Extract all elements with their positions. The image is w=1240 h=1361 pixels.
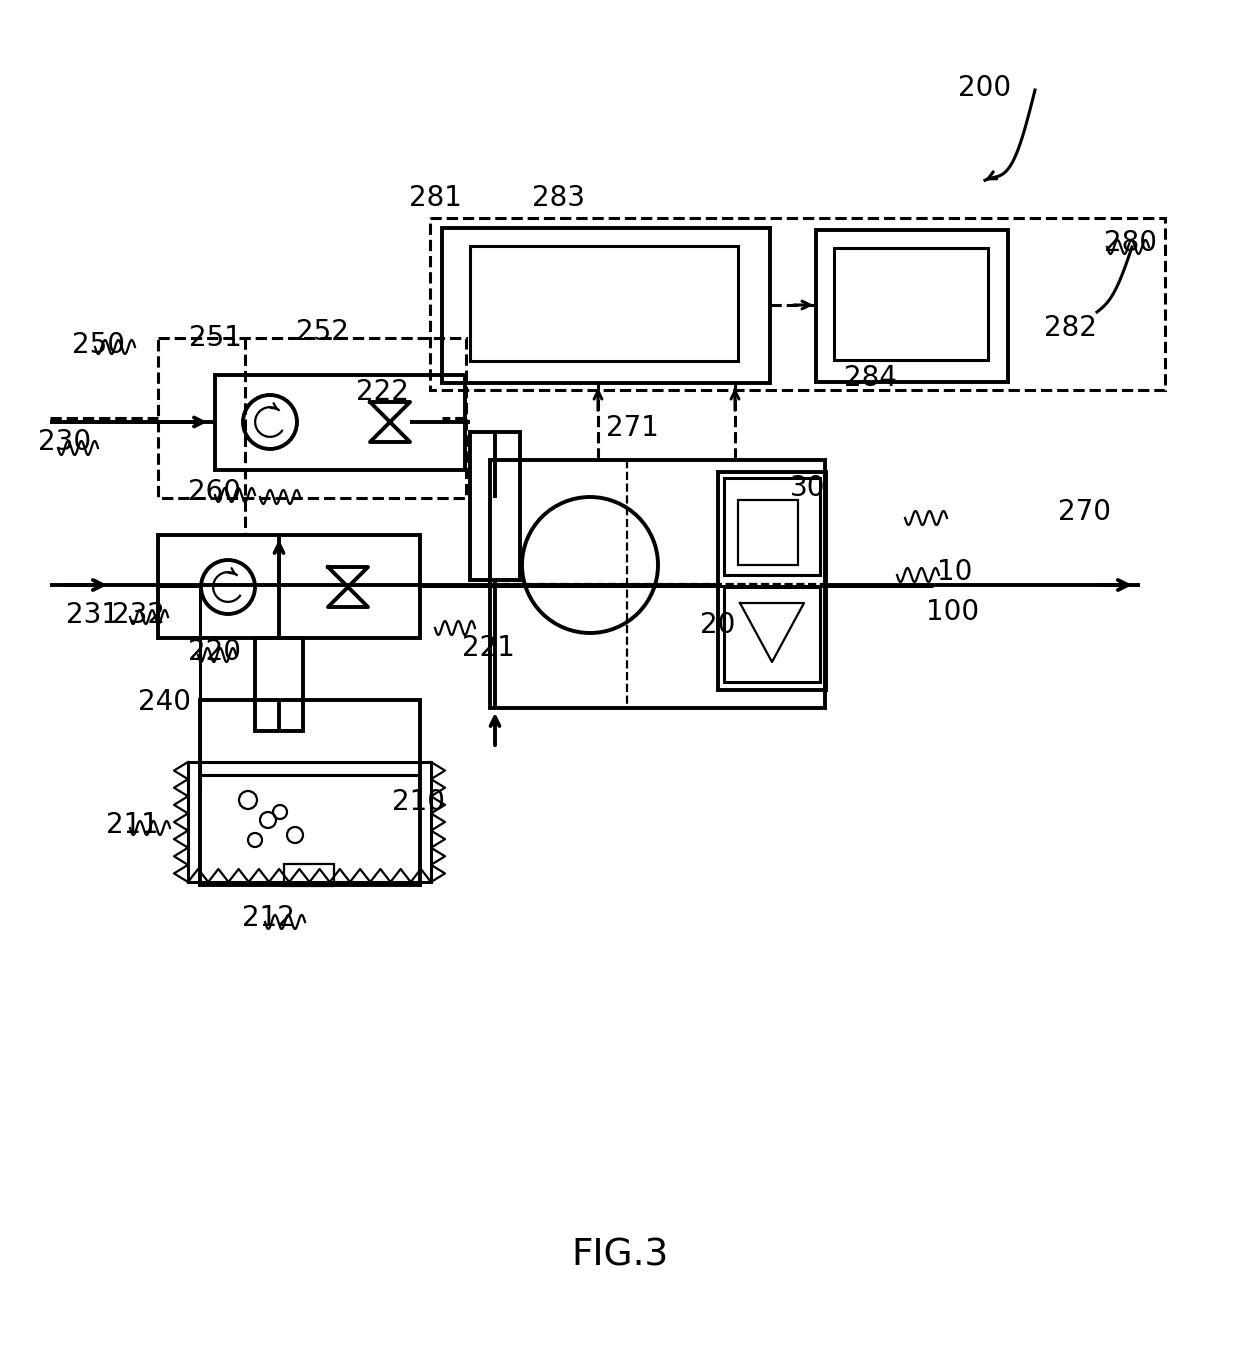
Text: 252: 252 xyxy=(295,318,348,346)
Text: 210: 210 xyxy=(392,788,444,817)
Text: 250: 250 xyxy=(72,331,124,359)
Text: 281: 281 xyxy=(408,184,461,212)
Text: 251: 251 xyxy=(188,324,242,352)
Bar xyxy=(724,587,820,682)
Text: 10: 10 xyxy=(937,558,972,587)
Text: 231: 231 xyxy=(66,602,119,629)
Text: 232: 232 xyxy=(112,602,165,629)
Bar xyxy=(724,478,820,574)
Text: 284: 284 xyxy=(843,363,897,392)
Text: 211: 211 xyxy=(105,811,159,838)
Bar xyxy=(430,218,1166,391)
Bar xyxy=(441,229,770,382)
Text: 260: 260 xyxy=(188,478,242,506)
Text: FIG.3: FIG.3 xyxy=(572,1237,668,1273)
Bar xyxy=(215,376,465,470)
Bar xyxy=(284,864,334,886)
Text: 220: 220 xyxy=(188,638,242,666)
Bar xyxy=(835,248,988,361)
Text: 230: 230 xyxy=(38,427,92,456)
Text: 30: 30 xyxy=(790,474,826,502)
Bar xyxy=(200,700,420,885)
Bar xyxy=(718,472,826,690)
Text: 20: 20 xyxy=(701,611,735,640)
Bar xyxy=(157,535,420,638)
Bar xyxy=(470,431,520,580)
Text: 280: 280 xyxy=(1104,229,1157,257)
Text: 222: 222 xyxy=(356,378,408,406)
Bar xyxy=(157,338,466,498)
Text: 271: 271 xyxy=(605,414,658,442)
Bar xyxy=(738,499,799,565)
Bar xyxy=(255,638,303,731)
Text: 200: 200 xyxy=(959,73,1012,102)
Bar xyxy=(490,460,825,708)
Text: 270: 270 xyxy=(1059,498,1111,525)
Text: 221: 221 xyxy=(461,634,515,661)
Bar xyxy=(188,762,432,882)
Bar xyxy=(816,230,1008,382)
Text: 212: 212 xyxy=(242,904,294,932)
Text: 100: 100 xyxy=(926,597,980,626)
Bar xyxy=(470,246,738,361)
Text: 240: 240 xyxy=(139,689,191,716)
Text: 283: 283 xyxy=(532,184,584,212)
Text: 282: 282 xyxy=(1044,314,1096,342)
